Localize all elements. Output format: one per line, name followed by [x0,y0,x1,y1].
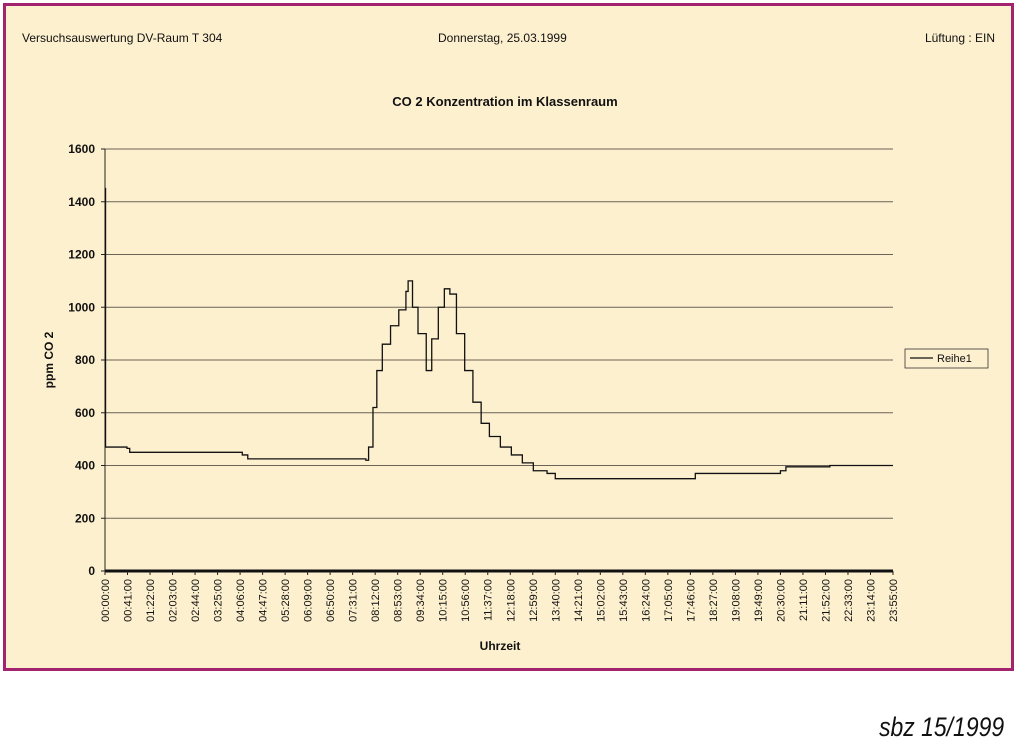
publication-label: sbz 15/1999 [878,712,1004,742]
x-tick-label: 02:03:00 [168,579,180,622]
x-tick-label: 06:50:00 [325,579,337,622]
header-ventilation: Lüftung : EIN [924,31,995,45]
x-tick-label: 10:15:00 [438,579,450,622]
y-tick-label: 800 [75,353,95,367]
x-tick-label: 08:12:00 [370,579,382,622]
x-tick-label: 03:25:00 [213,579,225,622]
x-axis-label: Uhrzeit [480,639,521,653]
y-tick-label: 400 [75,459,95,473]
x-tick-label: 18:27:00 [708,579,720,622]
x-tick-label: 00:41:00 [123,579,135,622]
x-tick-label: 02:44:00 [190,579,202,622]
y-tick-label: 600 [75,406,95,420]
x-tick-label: 09:34:00 [415,579,427,622]
y-tick-label: 1600 [68,142,95,156]
x-tick-label: 13:40:00 [550,579,562,622]
header-left: Versuchsauswertung DV-Raum T 304 [22,31,223,45]
x-tick-label: 23:14:00 [865,579,877,622]
x-tick-label: 19:08:00 [730,579,742,622]
x-tick-label: 01:22:00 [145,579,157,622]
y-tick-label: 0 [88,564,95,578]
x-tick-label: 08:53:00 [393,579,405,622]
x-tick-label: 15:02:00 [595,579,607,622]
x-tick-label: 11:37:00 [483,579,495,621]
header-date: Donnerstag, 25.03.1999 [438,31,567,45]
x-tick-label: 21:11:00 [798,579,810,621]
chart-frame: Versuchsauswertung DV-Raum T 304 Donners… [3,3,1014,671]
x-tick-label: 20:30:00 [775,579,787,622]
legend-label: Reihe1 [937,353,972,365]
x-tick-label: 16:24:00 [640,579,652,622]
x-tick-label: 17:05:00 [663,579,675,622]
x-tick-label: 12:18:00 [505,579,517,622]
y-tick-label: 200 [75,511,95,525]
x-tick-label: 06:09:00 [303,579,315,622]
y-tick-label: 1400 [68,195,95,209]
x-tick-label: 14:21:00 [573,579,585,622]
x-tick-label: 10:56:00 [460,579,472,622]
y-axis-label: ppm CO 2 [42,331,56,388]
series-line-reihe1 [104,187,893,480]
y-tick-label: 1000 [68,300,95,314]
x-tick-label: 12:59:00 [528,579,540,622]
legend: Reihe1 [904,348,989,369]
chart-title: CO 2 Konzentration im Klassenraum [392,94,617,109]
x-tick-label: 22:33:00 [843,579,855,622]
x-tick-label: 04:06:00 [235,579,247,622]
x-tick-label: 05:28:00 [280,579,292,622]
x-tick-label: 15:43:00 [618,579,630,622]
legend-box [904,348,989,369]
x-tick-label: 07:31:00 [348,579,360,622]
x-tick-label: 00:00:00 [100,579,112,622]
y-tick-label: 1200 [68,248,95,262]
x-tick-label: 21:52:00 [820,579,832,622]
x-tick-label: 17:46:00 [685,579,697,622]
x-tick-label: 19:49:00 [753,579,765,622]
x-tick-label: 04:47:00 [258,579,270,622]
x-tick-label: 23:55:00 [888,579,900,622]
